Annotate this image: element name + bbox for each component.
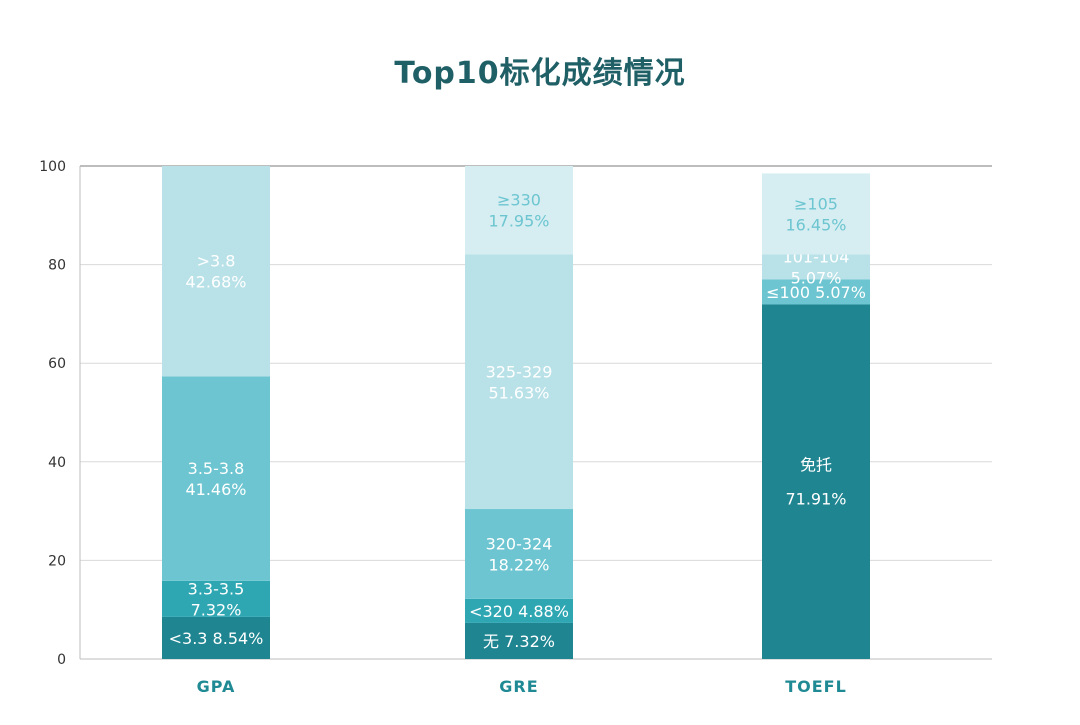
bar-segment-toefl-1: [762, 279, 870, 305]
y-tick-label-60: 60: [48, 356, 66, 372]
data-label-toefl-1-0: ≤100 5.07%: [766, 283, 866, 302]
bar-segment-toefl-2: [762, 254, 870, 280]
data-label-gpa-2-1: 41.46%: [185, 480, 246, 499]
x-category-label-gre: GRE: [499, 677, 538, 696]
bar-segment-toefl-3: [762, 173, 870, 255]
data-label-gre-2-1: 18.22%: [488, 555, 549, 574]
data-label-toefl-3-1: 16.45%: [785, 215, 846, 234]
data-label-gre-3-0: 325-329: [486, 362, 553, 381]
data-label-gre-2-0: 320-324: [486, 534, 553, 553]
data-label-toefl-0-0: 免托: [800, 456, 832, 475]
data-label-gpa-2-0: 3.5-3.8: [188, 459, 245, 478]
bar-segment-toefl-0: [762, 304, 870, 659]
data-label-gpa-3-1: 42.68%: [185, 273, 246, 292]
x-category-label-toefl: TOEFL: [785, 677, 847, 696]
data-label-gpa-3-0: >3.8: [197, 252, 236, 271]
data-label-toefl-0-1: 71.91%: [785, 490, 846, 509]
bar-segment-gpa-0: [162, 616, 270, 659]
x-category-label-gpa: GPA: [197, 677, 236, 696]
data-label-gre-3-1: 51.63%: [488, 383, 549, 402]
data-label-toefl-2-1: 5.07%: [791, 268, 842, 287]
data-label-gpa-1-1: 7.32%: [191, 600, 242, 619]
data-label-gre-0-0: 无 7.32%: [483, 632, 555, 651]
y-tick-label-100: 100: [39, 159, 66, 175]
data-label-toefl-3-0: ≥105: [794, 194, 838, 213]
bar-segment-gre-2: [465, 509, 573, 599]
y-tick-label-40: 40: [48, 455, 66, 471]
y-tick-label-0: 0: [57, 652, 66, 668]
data-label-gre-1-0: <320 4.88%: [469, 602, 569, 621]
bar-segment-gpa-3: [162, 166, 270, 377]
y-tick-label-80: 80: [48, 258, 66, 274]
bar-segment-gre-1: [465, 598, 573, 623]
bar-segment-gpa-2: [162, 376, 270, 581]
y-tick-label-20: 20: [48, 553, 66, 569]
bar-segment-gre-0: [465, 622, 573, 659]
bar-segment-gpa-1: [162, 580, 270, 617]
bar-segment-gre-4: [465, 166, 573, 255]
data-label-gpa-0-0: <3.3 8.54%: [169, 629, 264, 648]
bar-segment-gre-3: [465, 254, 573, 510]
data-label-gre-4-1: 17.95%: [488, 212, 549, 231]
data-label-gre-4-0: ≥330: [497, 191, 541, 210]
chart-title: Top10标化成绩情况: [394, 56, 686, 91]
data-label-gpa-1-0: 3.3-3.5: [188, 579, 245, 598]
